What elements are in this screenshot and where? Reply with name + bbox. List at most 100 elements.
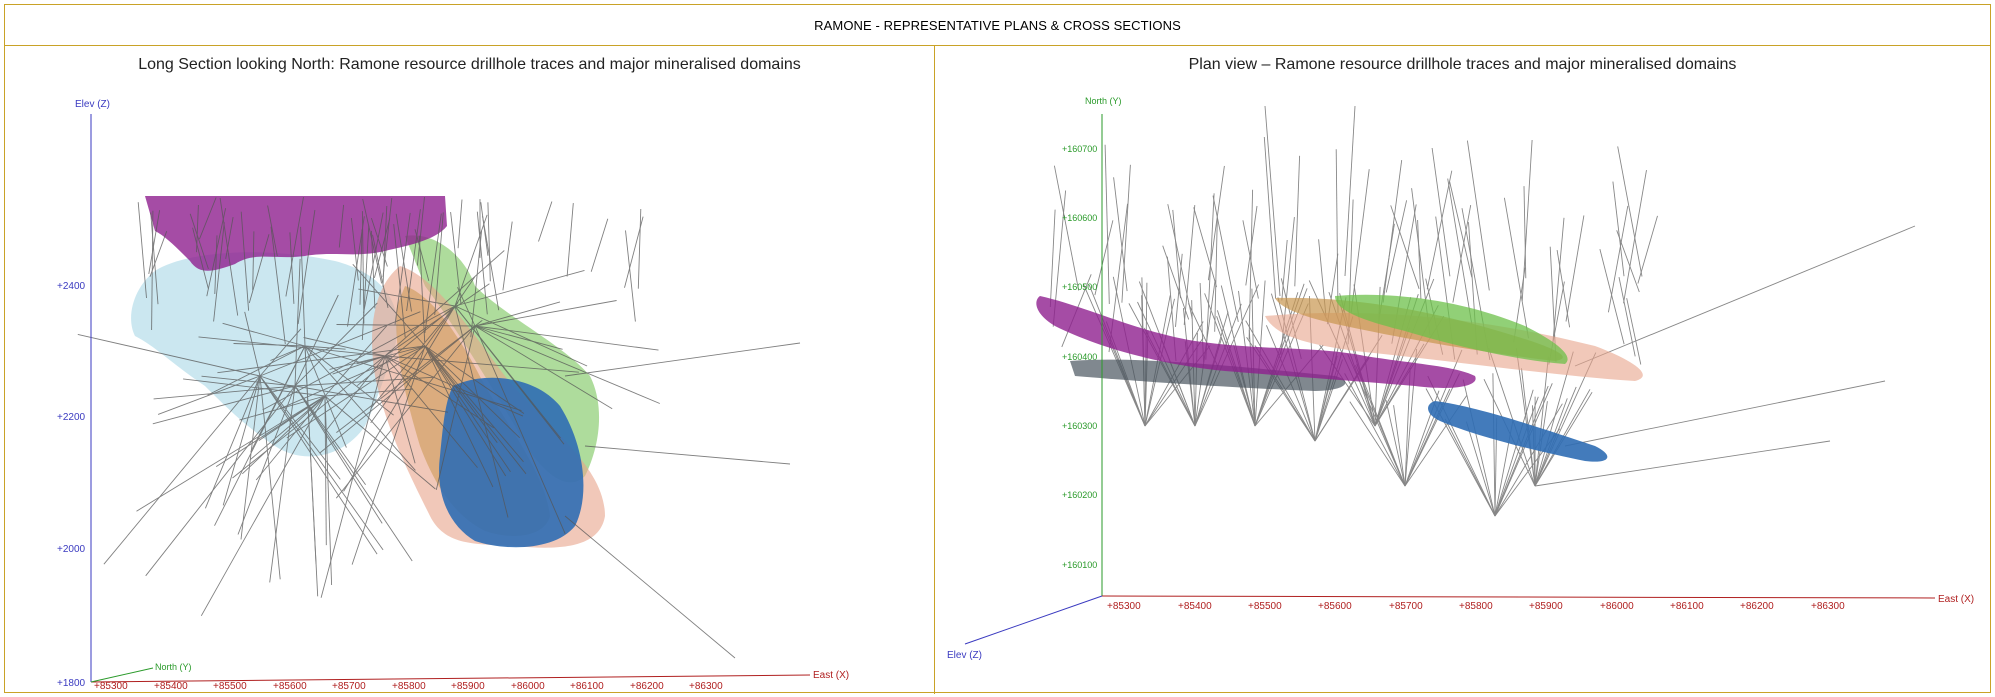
x-tick: +85400 [154,681,188,692]
figure-title-row: RAMONE - REPRESENTATIVE PLANS & CROSS SE… [5,5,1990,46]
drillhole-trace [591,219,608,272]
z-tick: +1800 [57,678,86,689]
plan-view-diagram: North (Y) East (X) Elev (Z) +160700 +160… [935,46,1990,694]
x-tick: +86000 [1600,601,1634,612]
drillhole-trace [1493,373,1495,516]
x-tick: +86100 [570,681,604,692]
z-tick: +2400 [57,281,86,292]
drillhole-trace [1495,390,1533,516]
y-tick: +160700 [1062,144,1097,154]
drillhole-trace [1448,179,1472,325]
drillhole-trace [1351,169,1369,313]
drillhole-trace [138,202,146,298]
drillhole-trace [458,200,462,249]
drillhole-trace [626,230,636,321]
drillhole-trace [565,516,735,658]
mineralised-domains [1036,295,1643,462]
plan-view-panel: Plan view – Ramone resource drillhole tr… [935,46,1990,694]
y-tick: +160200 [1062,490,1097,500]
drillhole-trace [1613,182,1624,277]
x-axis-line [1102,596,1935,598]
y-axis-label: North (Y) [155,662,192,672]
drillhole-trace [1391,205,1419,288]
drillhole-trace [1095,220,1113,295]
drillhole-trace [1114,177,1128,291]
drillhole-trace [1206,193,1214,359]
drillhole-trace [585,446,790,464]
y-tick: +160300 [1062,421,1097,431]
y-tick: +160500 [1062,282,1097,292]
drillhole-trace [146,386,295,576]
drillhole-trace [1427,171,1452,290]
drillhole-trace [1428,376,1495,516]
drillhole-trace [565,343,800,376]
drillhole-trace [1386,400,1405,486]
y-axis-line [91,668,153,682]
long-section-panel: Long Section looking North: Ramone resou… [5,46,935,694]
x-tick: +86200 [630,681,664,692]
z-axis-label: Elev (Z) [947,650,982,661]
drillhole-trace [638,209,641,289]
x-tick: +86300 [1811,601,1845,612]
drillhole-trace [104,376,260,564]
drillhole-trace [1566,215,1584,321]
z-tick: +2200 [57,412,86,423]
x-tick: +85800 [1459,601,1493,612]
drillhole-trace [1565,381,1885,446]
drillhole-trace [1453,205,1471,303]
drillhole-trace [1575,226,1915,366]
drillhole-trace [1557,250,1570,327]
drillhole-trace [1345,106,1355,276]
x-tick: +85600 [1318,601,1352,612]
drillhole-trace [488,202,490,281]
drillhole-trace [1295,156,1300,286]
x-tick-labels: +85300 +85400 +85500 +85600 +85700 +8580… [1107,601,1845,612]
y-tick: +160100 [1062,560,1097,570]
drillhole-trace [1627,298,1641,364]
drillhole-trace [1450,182,1472,278]
x-tick: +86200 [1740,601,1774,612]
drillhole-trace [503,222,512,291]
x-tick: +85600 [273,681,307,692]
x-tick: +85700 [332,681,366,692]
x-tick: +85300 [94,681,128,692]
y-tick: +160400 [1062,352,1097,362]
x-axis-label: East (X) [1938,594,1974,605]
x-axis-label: East (X) [813,670,849,681]
x-tick: +86100 [1670,601,1704,612]
drillhole-trace [1638,216,1658,284]
drillhole-trace [1050,210,1055,307]
figure-frame: RAMONE - REPRESENTATIVE PLANS & CROSS SE… [4,4,1991,693]
y-tick-labels: +160700 +160600 +160500 +160400 +160300 … [1062,144,1097,570]
drillhole-trace [1600,249,1624,344]
z-tick-labels: +2400 +2200 +2000 +1800 [57,281,86,689]
x-tick: +85800 [392,681,426,692]
y-axis-label: North (Y) [1085,96,1122,106]
z-axis-label: Elev (Z) [75,99,110,110]
z-axis-line [965,596,1102,644]
x-tick: +85500 [213,681,247,692]
drillhole-trace [1336,149,1338,313]
drillhole-trace [539,202,552,242]
z-tick: +2000 [57,544,86,555]
x-tick: +85300 [1107,601,1141,612]
drillhole-trace [567,203,573,276]
drillhole-trace [1350,402,1405,486]
drillhole-trace [1383,160,1402,303]
drillhole-traces [1050,106,1915,516]
drillhole-trace [1467,141,1489,291]
drillhole-trace [1105,145,1109,304]
drillhole-trace [1463,380,1495,516]
x-tick: +86000 [511,681,545,692]
drillhole-trace [1265,106,1280,296]
figure-title: RAMONE - REPRESENTATIVE PLANS & CROSS SE… [814,18,1181,33]
drillhole-trace [625,217,644,288]
x-tick: +85500 [1248,601,1282,612]
x-tick-labels: +85300 +85400 +85500 +85600 +85700 +8580… [94,681,723,692]
long-section-diagram: Elev (Z) East (X) North (Y) +2400 +2200 … [5,46,935,694]
x-tick: +86300 [689,681,723,692]
y-tick: +160600 [1062,213,1097,223]
x-tick: +85900 [1529,601,1563,612]
x-tick: +85700 [1389,601,1423,612]
x-tick: +85900 [451,681,485,692]
